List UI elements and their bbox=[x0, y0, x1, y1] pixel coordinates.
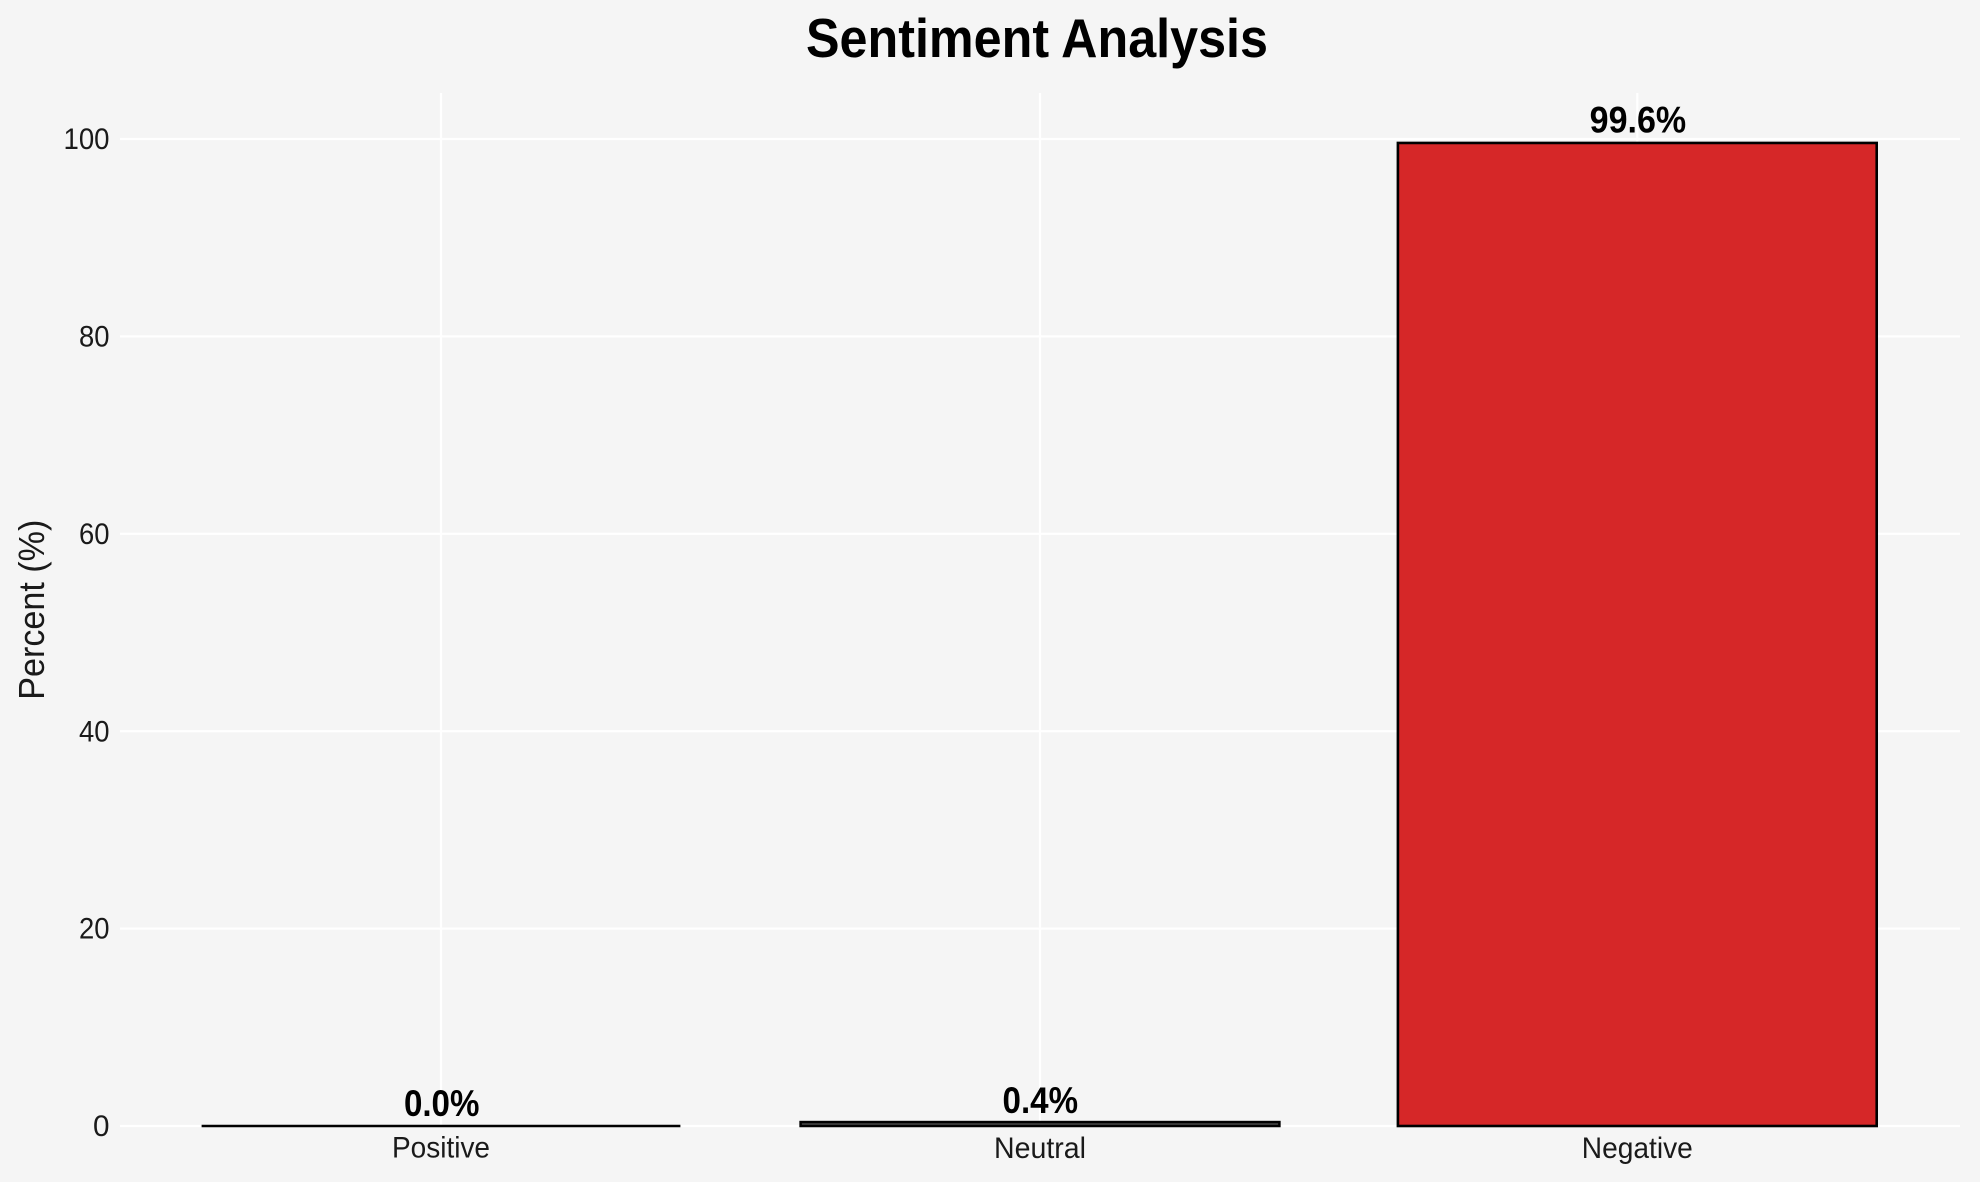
svg-text:Percent (%): Percent (%) bbox=[11, 520, 52, 700]
svg-text:Negative: Negative bbox=[1582, 1132, 1693, 1165]
svg-text:0.0%: 0.0% bbox=[404, 1083, 480, 1124]
svg-text:Neutral: Neutral bbox=[994, 1132, 1086, 1165]
svg-text:99.6%: 99.6% bbox=[1590, 100, 1687, 141]
svg-text:Sentiment Analysis: Sentiment Analysis bbox=[806, 7, 1268, 69]
svg-text:100: 100 bbox=[64, 123, 110, 156]
svg-text:0.4%: 0.4% bbox=[1003, 1080, 1079, 1121]
svg-text:40: 40 bbox=[79, 715, 110, 748]
svg-text:0: 0 bbox=[93, 1110, 110, 1143]
svg-text:80: 80 bbox=[79, 321, 110, 354]
svg-text:20: 20 bbox=[79, 913, 110, 946]
svg-text:Positive: Positive bbox=[392, 1132, 490, 1165]
svg-text:60: 60 bbox=[79, 518, 110, 551]
